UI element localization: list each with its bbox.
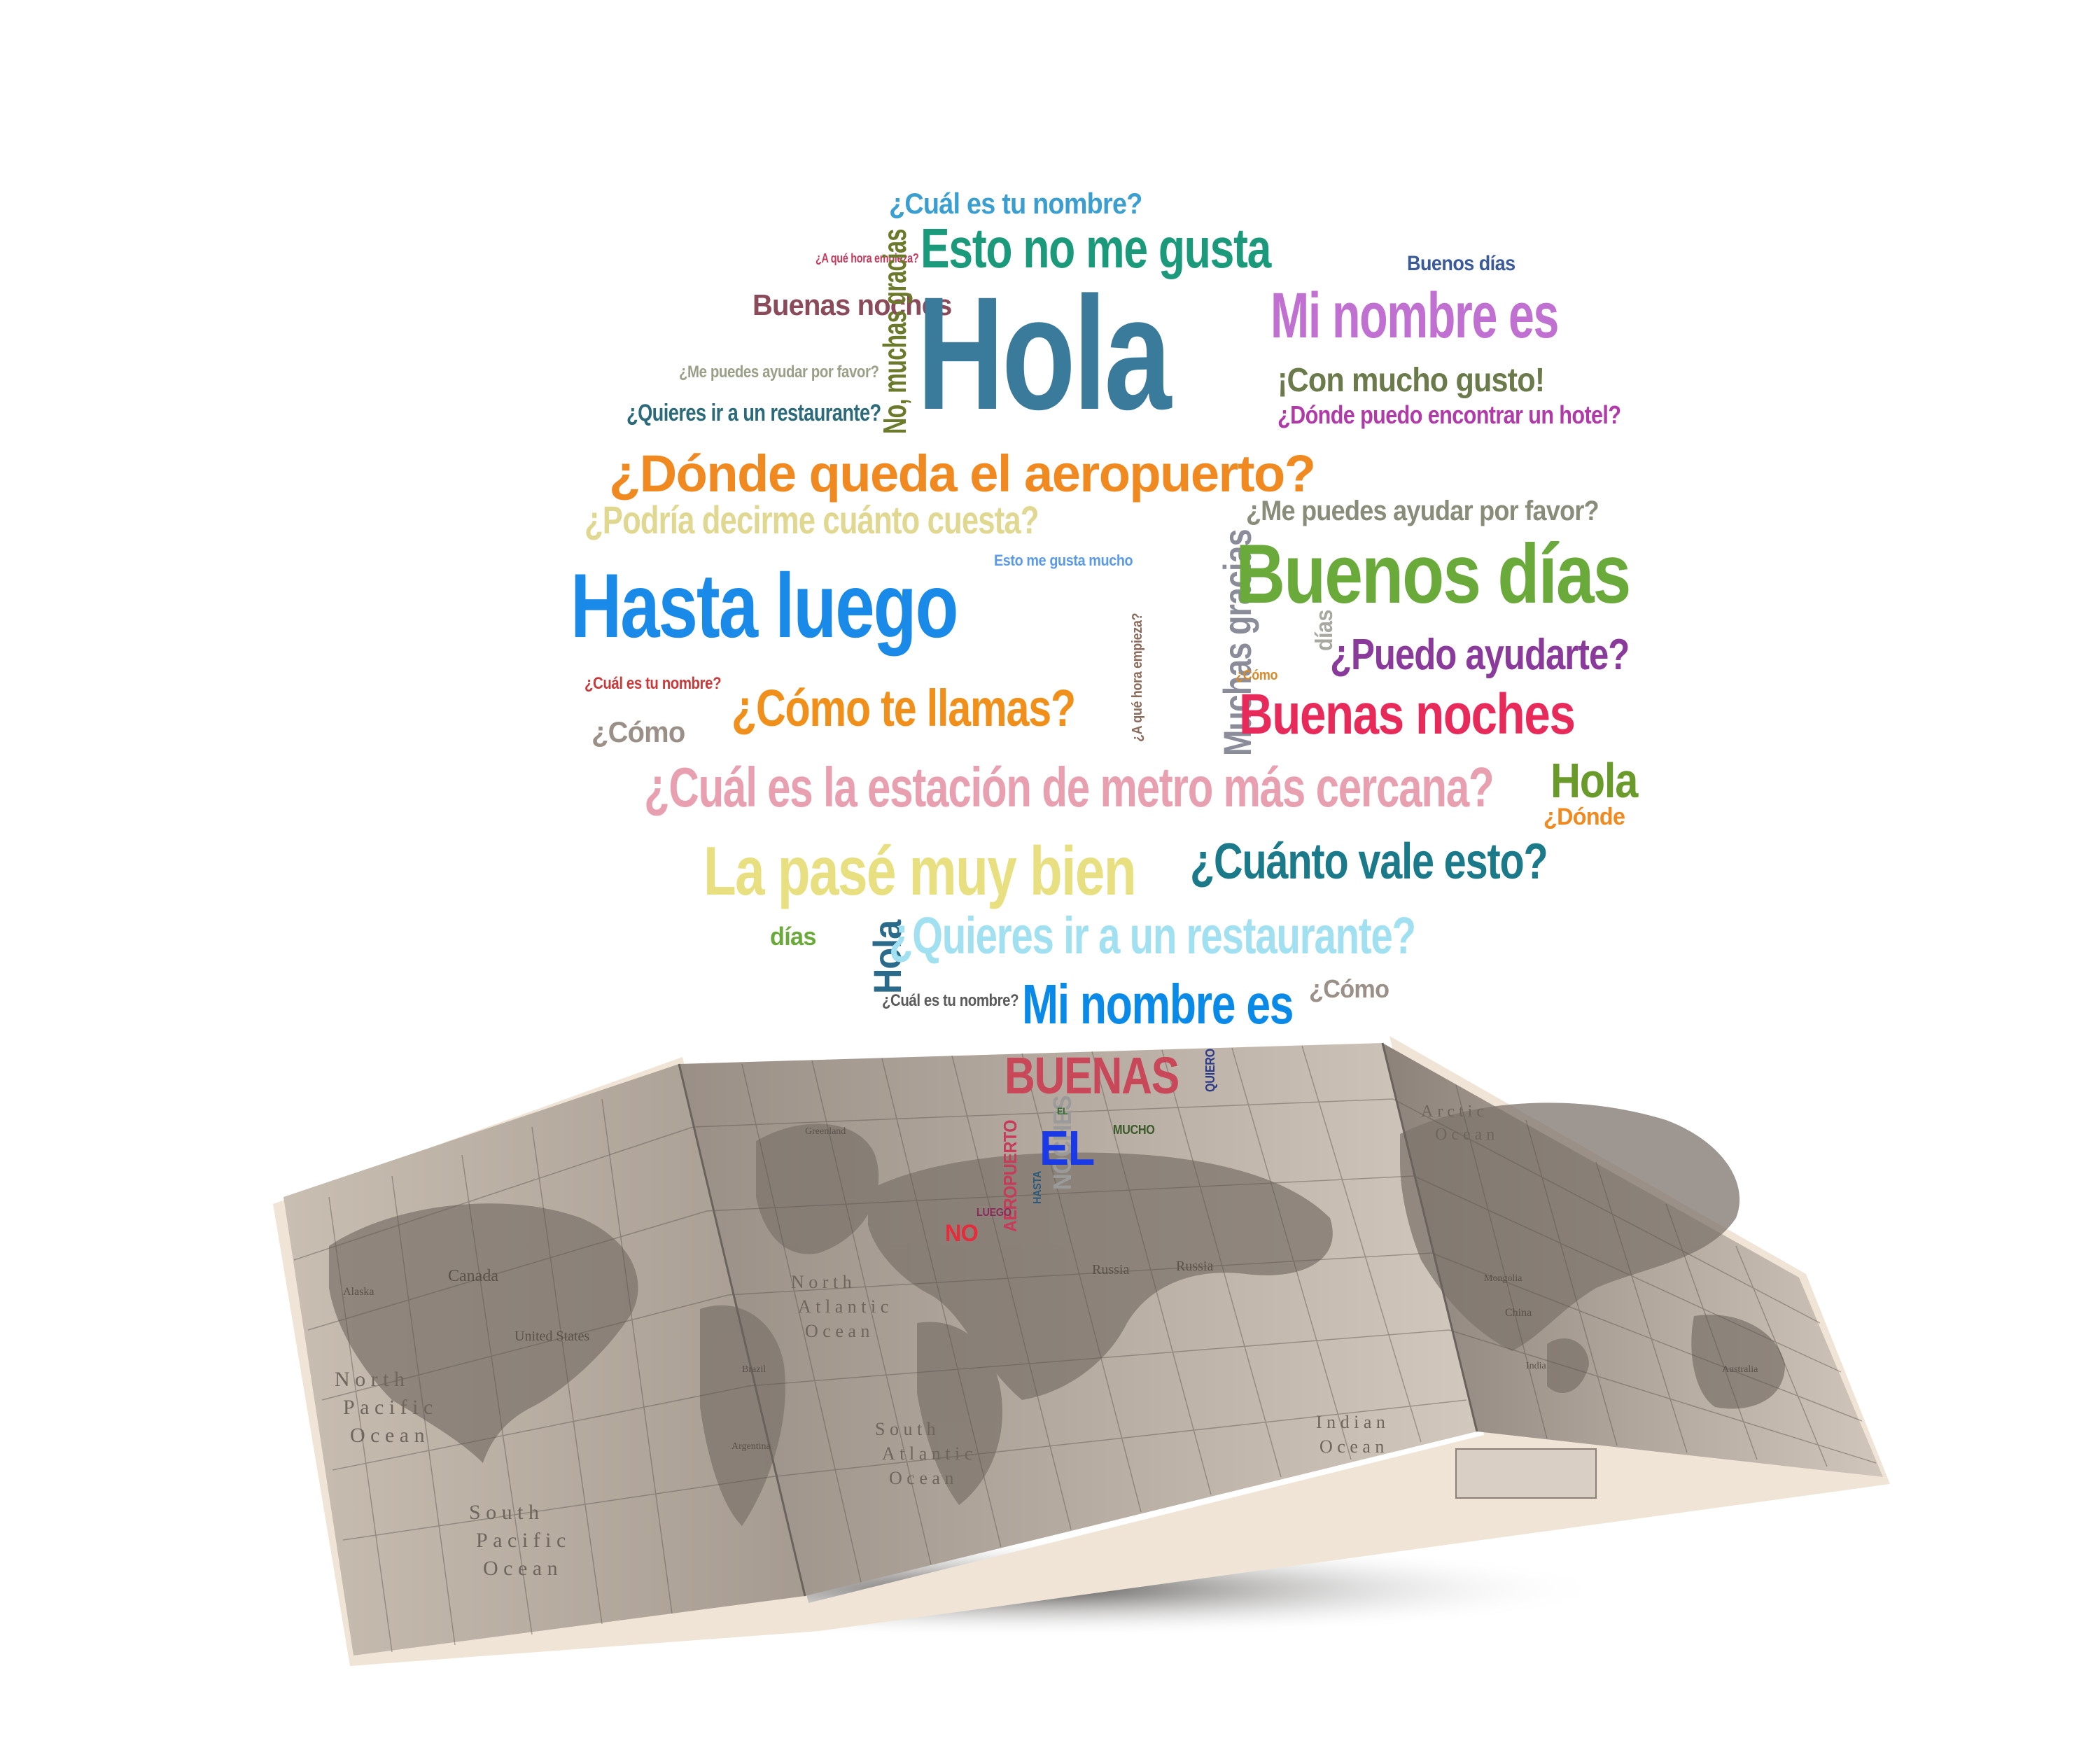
map-label-canada: Canada	[448, 1267, 498, 1285]
ocean-arctic: Arctic Ocean	[1421, 1102, 1499, 1144]
ocean-north-atlantic-line3: Ocean	[805, 1321, 874, 1341]
cloud-phrase-w07: Hola	[917, 263, 1171, 443]
cloud-phrase-w04: ¿A qué hora empieza?	[816, 251, 919, 265]
map-label-india: India	[1526, 1361, 1547, 1371]
ocean-south-atlantic: South Atlantic Ocean	[875, 1419, 977, 1488]
map-landmasses	[329, 1102, 1785, 1526]
ocean-north-pacific-line1: North	[335, 1368, 410, 1391]
cloud-phrase-w30: ¿Dónde	[1544, 804, 1625, 830]
cloud-phrase-w43: MUCHO	[1113, 1123, 1155, 1137]
map-label-greenland: Greenland	[805, 1126, 846, 1137]
cloud-phrase-w08: Mi nombre es	[1270, 280, 1559, 351]
cloud-phrase-w02: Esto no me gusta	[920, 217, 1271, 279]
cloud-phrase-w23: ¿Cómo te llamas?	[732, 679, 1076, 737]
ocean-arctic-line1: Arctic	[1421, 1102, 1488, 1121]
cloud-phrase-w33: días	[770, 922, 816, 951]
map-label-argentina: Argentina	[732, 1441, 771, 1452]
ocean-indian-line2: Ocean	[1320, 1436, 1389, 1457]
cloud-phrase-w21: ¿Puedo ayudarte?	[1330, 631, 1630, 679]
map-grid	[293, 1045, 1877, 1653]
cloud-phrase-w36: ¿Cuál es tu nombre?	[882, 991, 1019, 1010]
ocean-north-pacific: North Pacific Ocean	[335, 1368, 438, 1447]
cloud-phrase-w18: Hasta luego	[570, 554, 958, 657]
cloud-phrase-w19: Buenos días	[1236, 527, 1631, 621]
cloud-phrase-w22: ¿Cuál es tu nombre?	[584, 674, 722, 693]
cloud-phrase-w05: Buenas noches	[752, 288, 952, 321]
cloud-phrase-w27: ¿Cómo	[592, 715, 685, 748]
cloud-phrase-w42: EL	[1040, 1121, 1095, 1175]
ocean-south-pacific-line1: South	[469, 1501, 545, 1524]
cloud-phrase-w06: No, muchas gracias	[876, 229, 913, 434]
ocean-south-pacific-line2: Pacific	[476, 1529, 571, 1552]
ocean-south-pacific-line3: Ocean	[483, 1557, 563, 1580]
map-label-alaska: Alaska	[343, 1286, 374, 1298]
map-legend-box	[1455, 1448, 1597, 1499]
map-label-australia: Australia	[1722, 1364, 1758, 1375]
cloud-phrase-w47: LUEGO	[976, 1207, 1011, 1219]
cloud-phrase-w14: ¿Podría decirme cuánto cuesta?	[584, 498, 1039, 542]
cloud-phrase-w25: ¿Cómo	[1236, 668, 1278, 683]
ocean-arctic-line2: Ocean	[1435, 1126, 1499, 1144]
cloud-phrase-w32: ¿Cuánto vale esto?	[1190, 834, 1548, 890]
cloud-phrase-w46: NO	[945, 1220, 979, 1247]
cloud-phrase-w48: HASTA	[1032, 1170, 1044, 1204]
cloud-phrase-w13: ¿Dónde queda el aeropuerto?	[609, 444, 1316, 503]
cloud-phrase-w10: ¿Me puedes ayudar por favor?	[679, 363, 879, 382]
map-label-russia-right: Russia	[1176, 1259, 1213, 1274]
cloud-phrase-w03: Buenos días	[1407, 252, 1516, 275]
cloud-phrase-w16: ¿Me puedes ayudar por favor?	[1246, 496, 1600, 526]
ocean-north-pacific-line2: Pacific	[343, 1396, 438, 1419]
cloud-phrase-w26: Buenas noches	[1239, 682, 1576, 746]
cloud-phrase-w39: BUENAS	[1004, 1046, 1180, 1105]
ocean-south-atlantic-line2: Atlantic	[882, 1443, 977, 1464]
ocean-north-atlantic-line1: North	[791, 1272, 856, 1292]
ocean-south-atlantic-line1: South	[875, 1419, 940, 1439]
cloud-phrase-w17: Esto me gusta mucho	[994, 552, 1133, 569]
cloud-phrase-w24: ¿A qué hora empieza?	[1130, 612, 1145, 742]
ocean-south-pacific: South Pacific Ocean	[469, 1501, 571, 1580]
map-label-brazil: Brazil	[742, 1364, 766, 1375]
cloud-phrase-w31: La pasé muy bien	[704, 832, 1137, 909]
map-label-russia-left: Russia	[1092, 1262, 1129, 1278]
cloud-phrase-w28: ¿Cuál es la estación de metro más cercan…	[644, 756, 1494, 818]
cloud-phrase-w37: Mi nombre es	[1022, 973, 1294, 1035]
map-fold-left	[678, 1063, 806, 1597]
cloud-phrase-w01: ¿Cuál es tu nombre?	[889, 187, 1142, 220]
map-label-china: China	[1505, 1307, 1532, 1319]
ocean-indian: Indian Ocean	[1316, 1412, 1390, 1457]
map-label-mongolia: Mongolia	[1484, 1273, 1522, 1284]
ocean-north-atlantic: North Atlantic Ocean	[791, 1272, 893, 1341]
cloud-phrase-w12: ¿Dónde puedo encontrar un hotel?	[1278, 400, 1621, 429]
ocean-south-atlantic-line3: Ocean	[889, 1468, 958, 1488]
ocean-north-atlantic-line2: Atlantic	[798, 1296, 893, 1317]
cloud-phrase-w11: ¿Quieres ir a un restaurante?	[626, 400, 881, 426]
map-fold-right	[1381, 1042, 1478, 1432]
cloud-phrase-w35: ¿Quieres ir a un restaurante?	[889, 906, 1416, 965]
cloud-phrase-w09: ¡Con mucho gusto!	[1278, 362, 1545, 399]
cloud-phrase-w40: QUIERO	[1203, 1049, 1217, 1092]
ocean-north-pacific-line3: Ocean	[350, 1424, 430, 1447]
map-label-united-states: United States	[514, 1329, 589, 1344]
cloud-phrase-w29: Hola	[1550, 753, 1638, 808]
cloud-phrase-w38: ¿Cómo	[1309, 974, 1390, 1003]
cloud-phrase-w44: EL	[1057, 1105, 1068, 1116]
ocean-indian-line1: Indian	[1316, 1412, 1390, 1432]
